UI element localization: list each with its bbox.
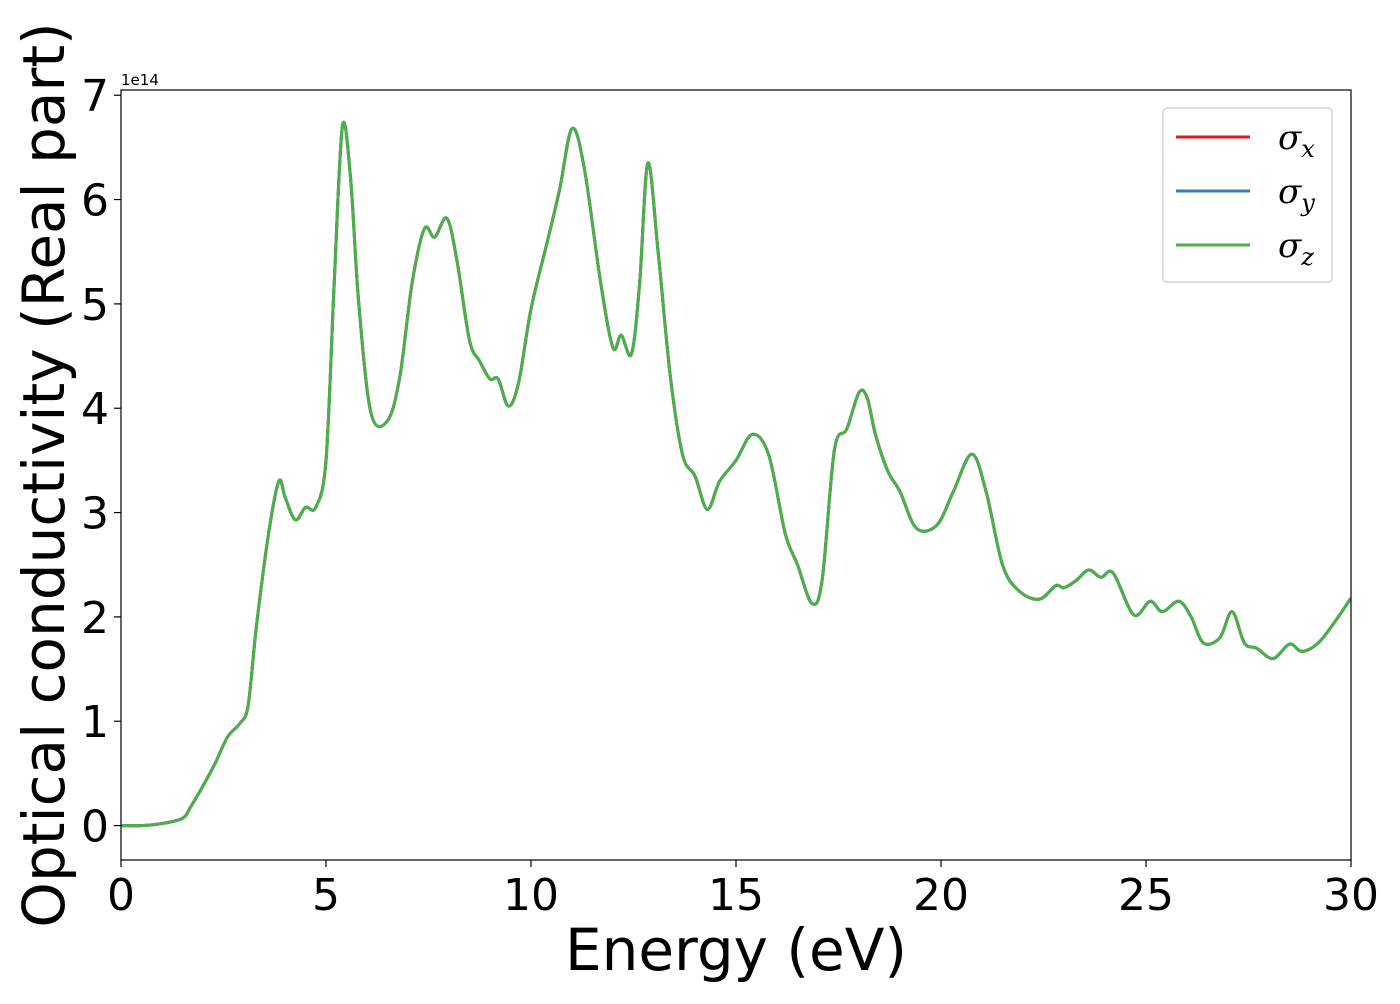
y-axis: 0 1 2 3 4 5 6 7 [81,71,121,853]
y-offset-text: 1e14 [121,71,159,89]
y-axis-label: Optical conductivity (Real part) [10,22,78,927]
legend-label-z: σz [1278,226,1314,271]
lines-layer [121,120,1351,828]
legend-label-x: σx [1278,118,1315,163]
y-tick-label: 4 [81,384,109,435]
y-tick-label: 1 [81,697,109,748]
x-tick-label: 15 [708,870,764,921]
y-tick-label: 3 [81,489,109,540]
x-tick-label: 0 [107,870,135,921]
y-tick-label: 6 [81,176,109,227]
x-axis: 0 5 10 15 20 25 30 [107,860,1379,921]
y-tick-label: 2 [81,593,109,644]
x-tick-label: 30 [1323,870,1379,921]
x-tick-label: 10 [503,870,559,921]
y-tick-label: 5 [81,280,109,331]
legend: σx σy σz [1162,107,1333,283]
x-tick-label: 5 [312,870,340,921]
y-tick-label: 0 [81,802,109,853]
x-axis-label: Energy (eV) [565,916,907,984]
series-line-z [121,120,1351,828]
legend-label-y: σy [1278,172,1315,217]
legend-box [1162,107,1333,283]
y-tick-label: 7 [81,71,109,122]
x-tick-label: 25 [1118,870,1174,921]
x-tick-label: 20 [913,870,969,921]
